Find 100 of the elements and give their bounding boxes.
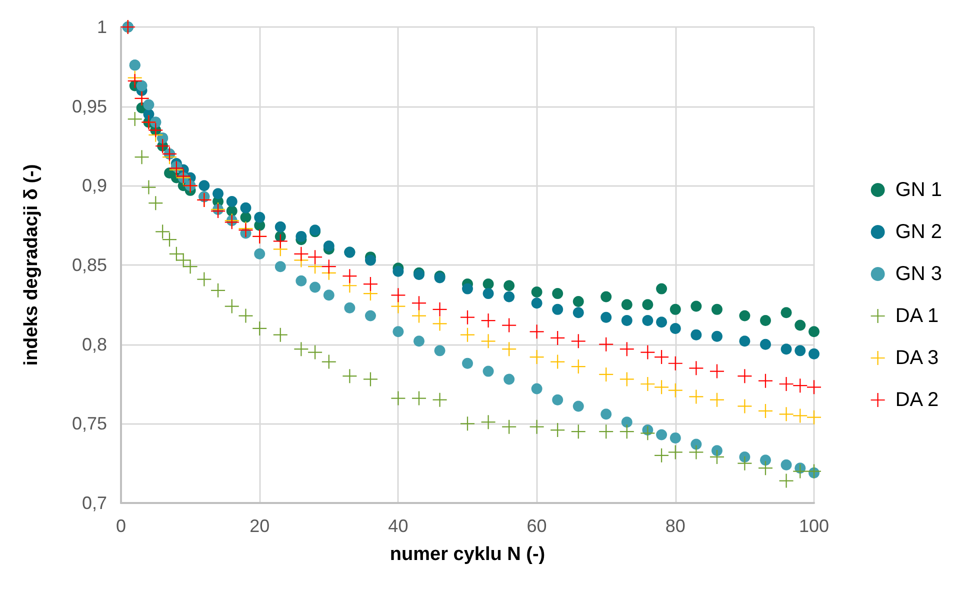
point	[550, 354, 565, 369]
point	[710, 450, 724, 464]
point	[807, 464, 821, 478]
point	[392, 266, 404, 277]
point	[710, 364, 724, 378]
point	[599, 337, 614, 352]
y-axis-title: indeks degradacji δ (-)	[21, 164, 42, 366]
point	[254, 212, 266, 223]
point	[504, 291, 515, 302]
point	[432, 302, 447, 316]
x-tick-label: 20	[250, 516, 270, 536]
point	[738, 399, 752, 414]
point	[274, 221, 286, 232]
point	[531, 298, 542, 309]
point	[808, 348, 820, 360]
point	[690, 438, 702, 450]
point	[599, 424, 614, 439]
point	[142, 180, 156, 194]
x-tick-label: 40	[388, 516, 408, 536]
point	[462, 358, 473, 369]
point	[197, 272, 212, 286]
point	[294, 246, 308, 261]
point	[690, 329, 702, 340]
point	[654, 380, 669, 394]
point	[412, 308, 426, 323]
point	[143, 99, 154, 110]
point	[530, 324, 544, 339]
point	[793, 464, 808, 478]
point	[323, 240, 334, 252]
point	[432, 316, 447, 331]
point	[308, 250, 322, 264]
point	[711, 304, 722, 315]
point	[162, 232, 177, 247]
point	[156, 224, 170, 239]
point	[504, 374, 515, 385]
point	[689, 361, 704, 376]
point	[780, 344, 792, 355]
point	[211, 283, 226, 298]
point	[482, 278, 494, 290]
point	[224, 299, 239, 314]
point	[462, 283, 473, 294]
point	[600, 312, 612, 323]
point	[640, 426, 655, 440]
x-tick-label: 60	[526, 516, 547, 536]
point	[460, 328, 474, 342]
legend-label: GN 3	[895, 263, 942, 285]
point	[640, 377, 655, 391]
point	[342, 269, 357, 284]
x-tick-label: 0	[116, 516, 126, 536]
point	[531, 286, 542, 298]
point	[668, 383, 682, 398]
point	[530, 420, 544, 434]
point	[502, 318, 516, 332]
point	[793, 408, 808, 423]
point	[296, 230, 307, 242]
point	[296, 275, 307, 286]
point	[760, 454, 771, 466]
point	[808, 326, 820, 338]
legend-label: GN 2	[895, 221, 942, 243]
point	[226, 196, 238, 208]
point	[654, 448, 669, 462]
point	[273, 234, 288, 248]
point	[481, 314, 496, 328]
point	[621, 315, 632, 326]
point	[342, 369, 357, 384]
point	[642, 299, 654, 310]
legend-label: DA 2	[895, 389, 939, 411]
point	[807, 410, 821, 424]
point	[530, 350, 544, 364]
point	[670, 304, 681, 315]
point	[391, 391, 406, 406]
point	[794, 320, 806, 331]
point	[252, 321, 267, 336]
point	[363, 372, 378, 386]
x-axis-title: numer cyklu N (-)	[390, 544, 546, 565]
legend-label: DA 1	[895, 305, 939, 327]
point	[412, 391, 426, 406]
point	[552, 288, 564, 300]
point	[148, 196, 163, 210]
point	[364, 254, 376, 266]
point	[711, 330, 722, 342]
point	[572, 400, 584, 412]
point	[414, 336, 424, 347]
x-tick-label: 80	[665, 516, 686, 536]
point	[600, 408, 612, 420]
legend-label: DA 3	[895, 347, 939, 369]
point	[689, 445, 704, 460]
point	[482, 366, 494, 377]
point	[391, 299, 406, 314]
point	[571, 334, 586, 348]
point	[690, 300, 702, 312]
point	[739, 310, 750, 322]
point	[670, 432, 681, 444]
point	[392, 326, 404, 338]
y-tick-label: 0,95	[72, 96, 107, 116]
point	[642, 315, 654, 326]
point	[739, 451, 750, 462]
point	[711, 445, 722, 456]
point	[572, 307, 584, 318]
point	[571, 424, 586, 439]
